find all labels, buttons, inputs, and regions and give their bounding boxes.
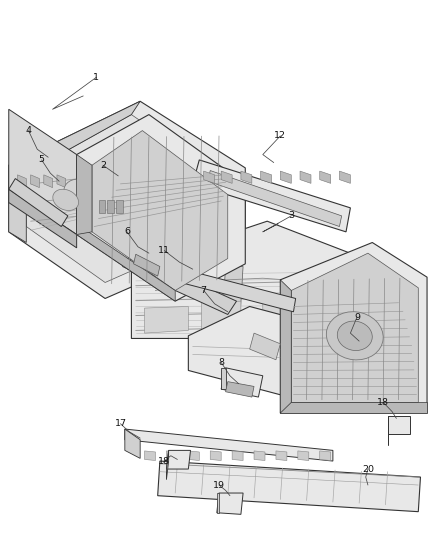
- Polygon shape: [77, 155, 92, 235]
- Text: 11: 11: [158, 246, 170, 255]
- Polygon shape: [217, 493, 243, 514]
- Ellipse shape: [64, 179, 102, 210]
- Polygon shape: [208, 171, 342, 227]
- Text: 3: 3: [288, 212, 294, 220]
- Polygon shape: [298, 451, 309, 461]
- Polygon shape: [339, 171, 350, 183]
- Polygon shape: [320, 451, 331, 461]
- Polygon shape: [9, 189, 77, 248]
- Polygon shape: [388, 416, 410, 434]
- Text: 18: 18: [377, 398, 389, 407]
- Polygon shape: [9, 101, 245, 298]
- Polygon shape: [116, 200, 123, 213]
- Polygon shape: [276, 451, 287, 461]
- Polygon shape: [210, 451, 221, 461]
- Polygon shape: [131, 221, 399, 338]
- Polygon shape: [201, 301, 241, 333]
- Polygon shape: [280, 402, 427, 413]
- Polygon shape: [166, 451, 177, 461]
- Polygon shape: [92, 131, 228, 290]
- Polygon shape: [107, 200, 114, 213]
- Polygon shape: [221, 368, 226, 389]
- Polygon shape: [125, 429, 140, 458]
- Polygon shape: [280, 280, 291, 413]
- Ellipse shape: [53, 189, 78, 211]
- Polygon shape: [125, 429, 333, 461]
- Polygon shape: [188, 306, 350, 397]
- Polygon shape: [158, 461, 420, 512]
- Polygon shape: [250, 333, 280, 360]
- Polygon shape: [254, 451, 265, 461]
- Polygon shape: [217, 493, 219, 513]
- Text: 20: 20: [362, 465, 374, 473]
- Polygon shape: [9, 109, 77, 235]
- Polygon shape: [166, 450, 191, 469]
- Polygon shape: [26, 115, 223, 282]
- Polygon shape: [221, 368, 263, 397]
- Polygon shape: [77, 115, 245, 301]
- Polygon shape: [145, 306, 188, 333]
- Polygon shape: [261, 171, 272, 183]
- Polygon shape: [145, 451, 155, 461]
- Text: 5: 5: [39, 156, 45, 164]
- Text: 9: 9: [354, 313, 360, 321]
- Polygon shape: [9, 101, 140, 173]
- Polygon shape: [280, 243, 427, 413]
- Polygon shape: [263, 296, 298, 333]
- Text: 19: 19: [213, 481, 225, 489]
- Polygon shape: [123, 253, 237, 314]
- Polygon shape: [77, 224, 175, 301]
- Polygon shape: [44, 175, 53, 188]
- Text: 8: 8: [218, 358, 224, 367]
- Polygon shape: [226, 382, 254, 397]
- Text: 2: 2: [100, 161, 106, 169]
- Text: 12: 12: [274, 132, 286, 140]
- Text: 1: 1: [93, 73, 99, 82]
- Text: 4: 4: [25, 126, 32, 135]
- Polygon shape: [280, 171, 291, 183]
- Polygon shape: [57, 175, 66, 188]
- Polygon shape: [320, 171, 331, 183]
- Polygon shape: [31, 175, 39, 188]
- Polygon shape: [241, 171, 252, 183]
- Polygon shape: [134, 254, 160, 276]
- Polygon shape: [9, 165, 26, 243]
- Polygon shape: [188, 451, 199, 461]
- Text: 7: 7: [201, 286, 207, 295]
- Polygon shape: [221, 266, 243, 338]
- Polygon shape: [291, 253, 418, 402]
- Polygon shape: [99, 200, 105, 213]
- Text: 18: 18: [158, 457, 170, 465]
- Ellipse shape: [326, 312, 383, 360]
- Polygon shape: [9, 179, 68, 227]
- Polygon shape: [166, 450, 169, 480]
- Polygon shape: [129, 256, 296, 312]
- Polygon shape: [193, 160, 350, 232]
- Text: 6: 6: [124, 228, 130, 236]
- Polygon shape: [300, 171, 311, 183]
- Polygon shape: [204, 171, 215, 183]
- Text: 17: 17: [114, 419, 127, 428]
- Ellipse shape: [337, 321, 372, 351]
- Polygon shape: [221, 171, 232, 183]
- Polygon shape: [232, 451, 243, 461]
- Polygon shape: [18, 175, 26, 188]
